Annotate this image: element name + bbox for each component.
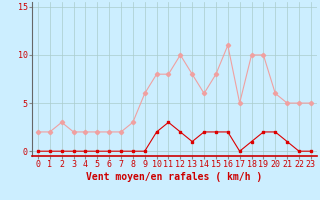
X-axis label: Vent moyen/en rafales ( km/h ): Vent moyen/en rafales ( km/h ) [86,172,262,182]
